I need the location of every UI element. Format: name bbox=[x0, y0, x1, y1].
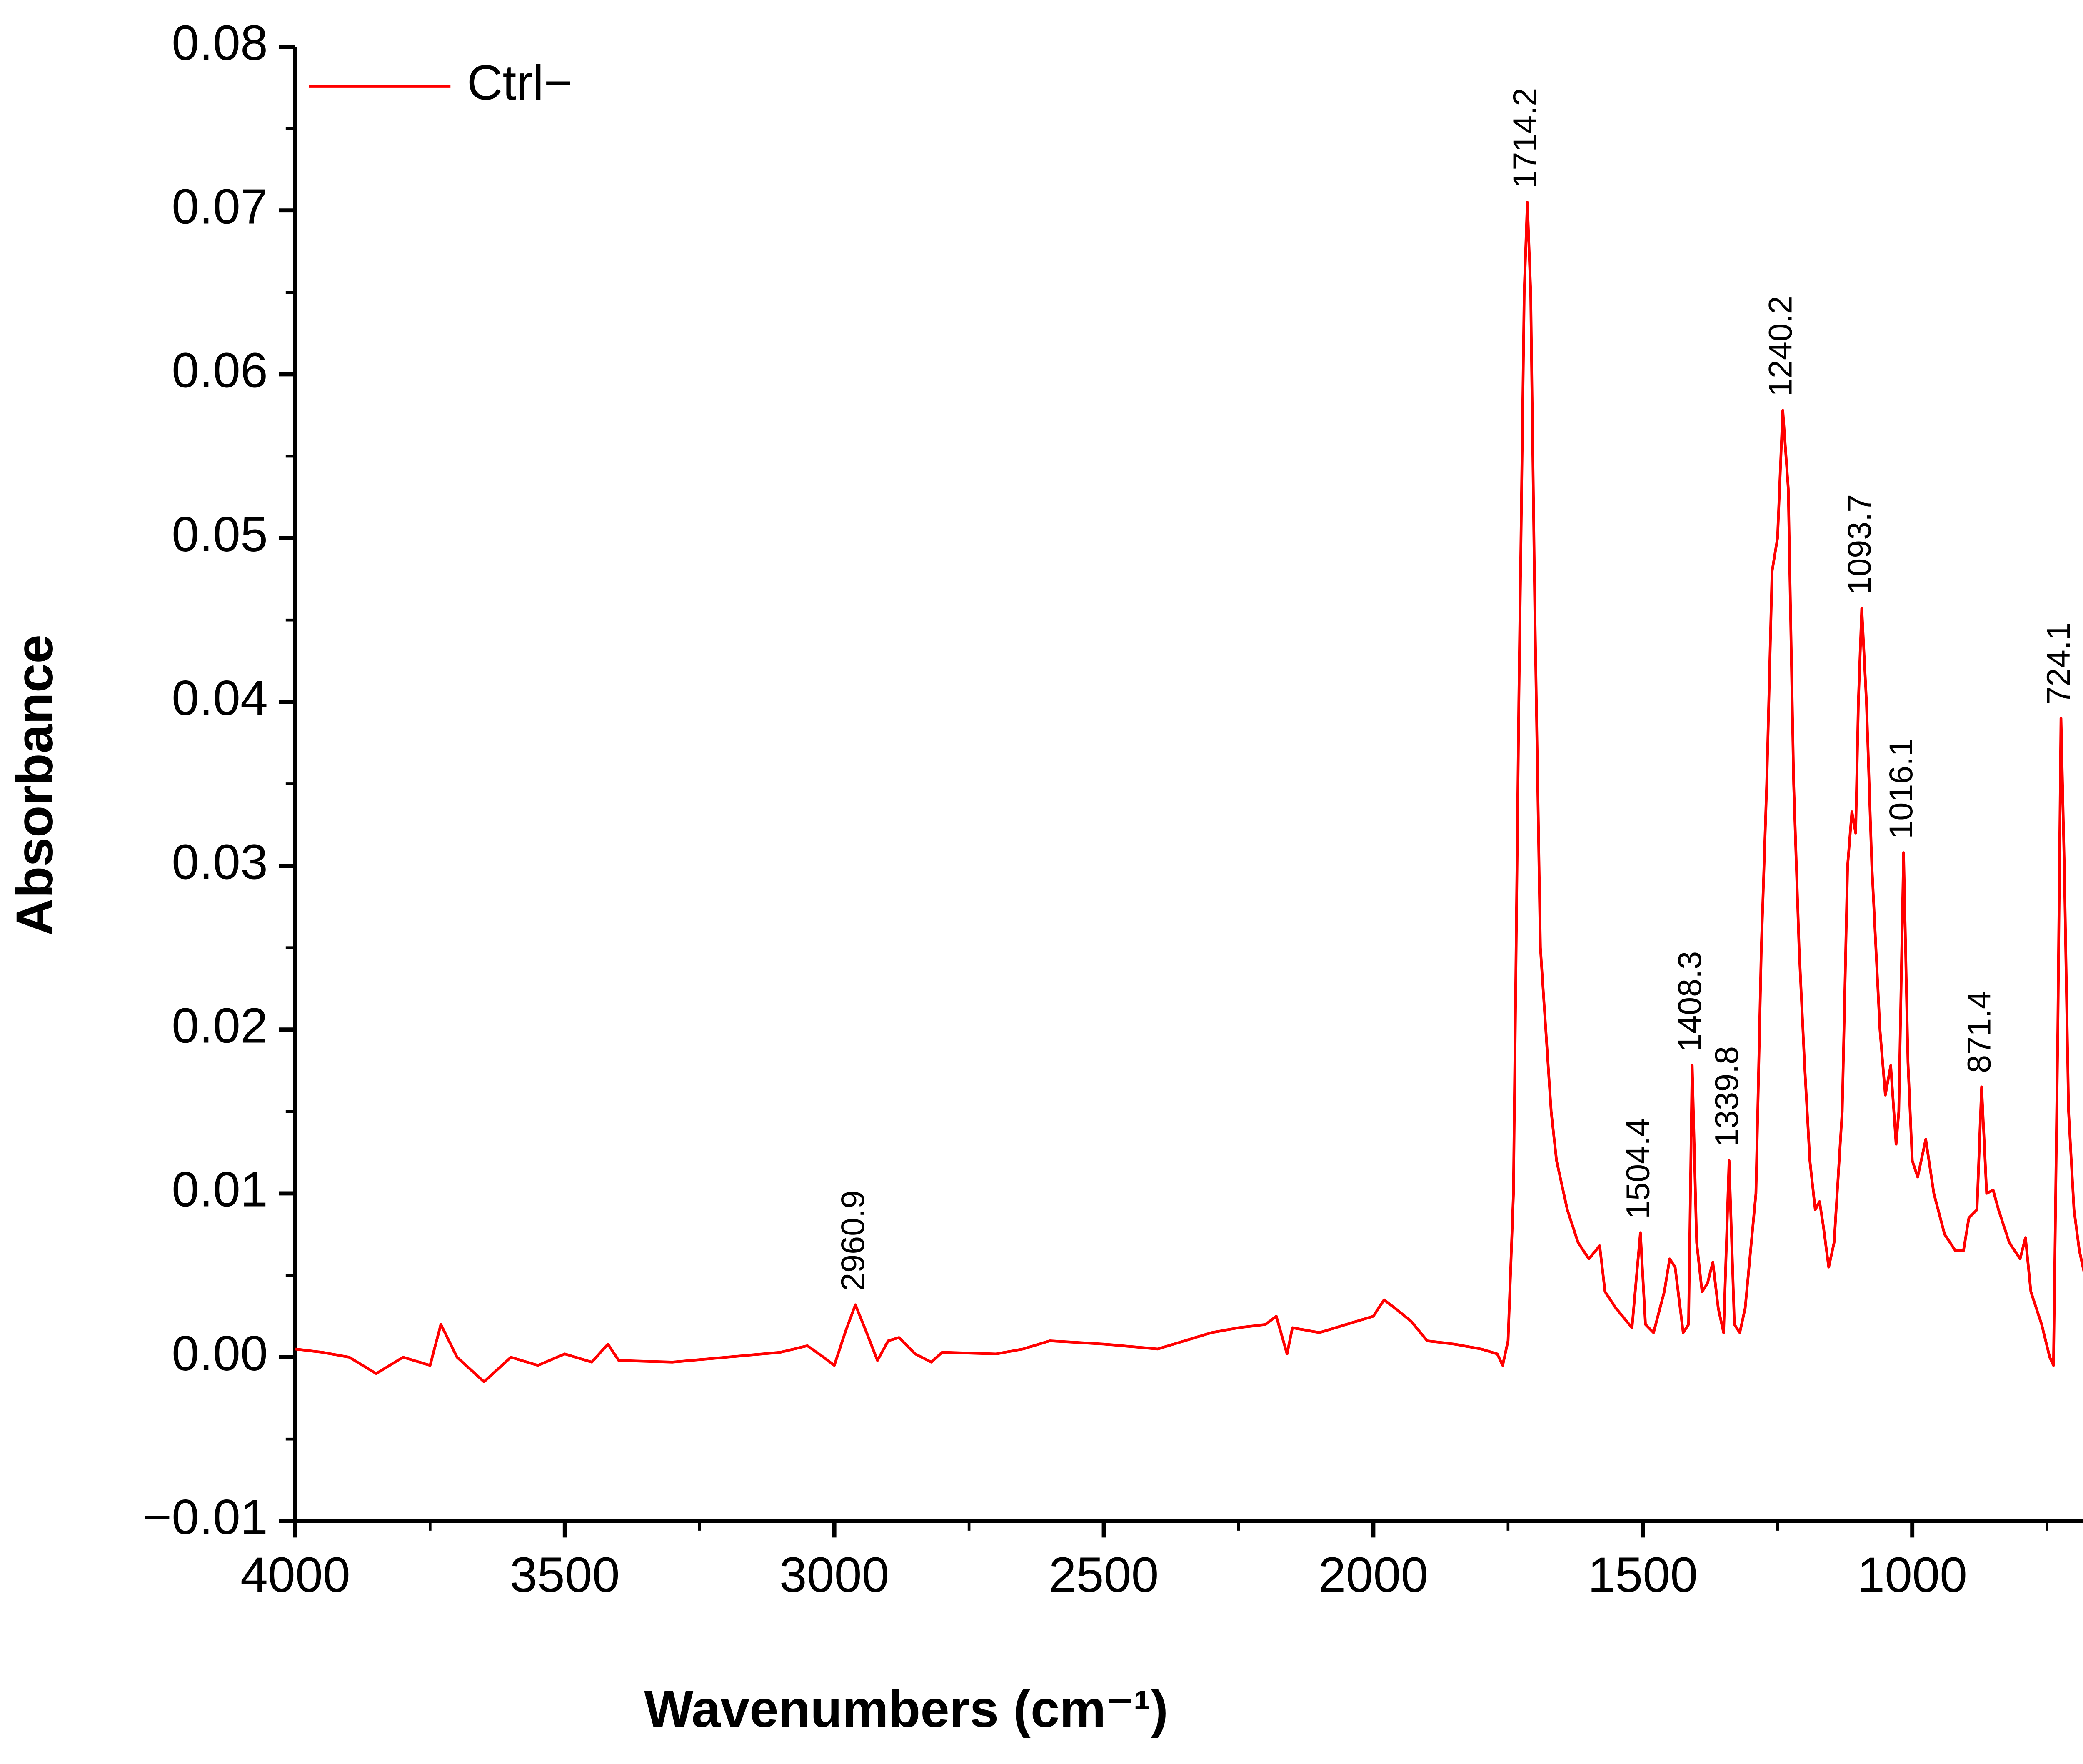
legend-label: Ctrl− bbox=[467, 55, 573, 110]
y-tick-label: 0.02 bbox=[172, 999, 268, 1054]
peak-label: 1240.2 bbox=[1761, 296, 1798, 397]
peak-label: 1408.3 bbox=[1671, 951, 1708, 1052]
y-tick-label: 0.06 bbox=[172, 343, 268, 398]
spectrum-line bbox=[295, 201, 2083, 1383]
y-tick-label: 0.08 bbox=[172, 15, 268, 70]
peak-label: 1504.4 bbox=[1619, 1118, 1656, 1219]
x-tick-label: 2000 bbox=[1318, 1548, 1428, 1603]
y-tick-label: 0.04 bbox=[172, 671, 268, 726]
y-tick-label: 0.03 bbox=[172, 835, 268, 889]
x-tick-label: 4000 bbox=[240, 1548, 350, 1603]
peak-label: 1016.1 bbox=[1882, 738, 1919, 839]
y-axis-title: Absorbance bbox=[5, 635, 64, 936]
y-tick-label: −0.01 bbox=[143, 1490, 268, 1545]
peak-label: 2960.9 bbox=[834, 1190, 871, 1291]
peak-label: 724.1 bbox=[2040, 622, 2077, 705]
x-tick-label: 1500 bbox=[1588, 1548, 1698, 1603]
peak-label: 1714.2 bbox=[1506, 88, 1543, 189]
y-tick-label: 0.01 bbox=[172, 1162, 268, 1217]
peak-label: 1339.8 bbox=[1708, 1046, 1745, 1147]
x-axis-title: Wavenumbers (cm⁻¹) bbox=[644, 1680, 1168, 1738]
peak-label: 871.4 bbox=[1960, 991, 1997, 1073]
y-tick-label: 0.07 bbox=[172, 180, 268, 235]
x-tick-label: 1000 bbox=[1857, 1548, 1967, 1603]
x-tick-label: 3000 bbox=[779, 1548, 889, 1603]
x-tick-label: 3500 bbox=[510, 1548, 620, 1603]
x-tick-label: 2500 bbox=[1049, 1548, 1159, 1603]
y-tick-label: 0.00 bbox=[172, 1326, 268, 1381]
peak-label: 1093.7 bbox=[1841, 494, 1878, 595]
y-tick-label: 0.05 bbox=[172, 507, 268, 562]
